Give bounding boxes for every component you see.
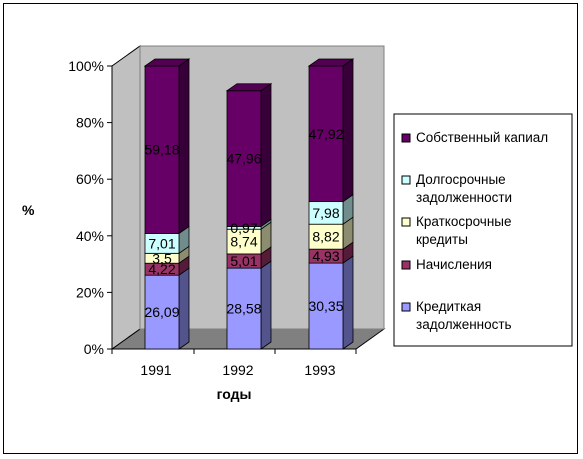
x-axis-ticks: 1991 1992 1993: [111, 349, 357, 378]
legend-swatch: [401, 217, 411, 227]
x-tick-label: 1991: [140, 362, 171, 378]
x-tick-label: 1993: [304, 362, 335, 378]
bar-segment-side: [260, 260, 272, 350]
data-label: 7,98: [312, 205, 339, 221]
data-label: 4,22: [148, 261, 175, 277]
data-label: 3,5: [152, 250, 172, 266]
legend-label: Краткосрочные кредиты: [416, 214, 512, 247]
data-label: 47,92: [308, 126, 343, 142]
y-tick-label: 20%: [76, 284, 104, 300]
legend-swatch: [401, 175, 411, 185]
bar-segment-side: [178, 58, 190, 235]
bar-segment-side: [178, 267, 190, 350]
data-label: 59,18: [144, 142, 179, 158]
data-label: 8,82: [312, 229, 339, 245]
data-label: 26,09: [144, 304, 179, 320]
bar-top: [225, 83, 273, 92]
bar-segment: [226, 90, 262, 227]
legend-label: Кредиткая задолженность: [416, 299, 512, 332]
y-axis-ticks: 0% 20% 40% 60% 80% 100%: [68, 58, 112, 357]
y-tick-label: 100%: [68, 58, 104, 74]
x-axis-title: годы: [217, 386, 252, 402]
data-label: 4,93: [312, 248, 339, 264]
legend-swatch: [401, 302, 411, 312]
legend-swatch: [401, 133, 411, 143]
legend-label: Начисления: [416, 257, 492, 272]
bar-segment-side: [260, 82, 272, 228]
legend-swatch: [401, 260, 411, 270]
bars-layer: [143, 58, 355, 350]
bar-top: [143, 58, 191, 67]
plot-side-wall: [111, 45, 141, 350]
y-tick-label: 60%: [76, 171, 104, 187]
x-tick-label: 1992: [222, 362, 253, 378]
data-label: 8,74: [230, 234, 257, 250]
bar-segment-side: [342, 58, 354, 203]
y-tick-label: 40%: [76, 228, 104, 244]
legend-label: Долгосрочные задолженности: [416, 172, 512, 205]
legend: Собственный капиал Долгосрочные задолженно…: [393, 113, 573, 347]
legend-label: Собственный капиал: [416, 130, 548, 145]
y-tick-label: 0%: [84, 341, 104, 357]
data-label: 5,01: [230, 253, 257, 269]
data-label: 47,96: [226, 151, 261, 167]
data-label: 30,35: [308, 298, 343, 314]
bar-segment: [144, 274, 180, 350]
data-label: 7,01: [148, 235, 175, 251]
bar-segment-side: [342, 255, 354, 350]
legend-box: [393, 113, 573, 347]
y-axis-title: %: [22, 202, 35, 218]
y-tick-label: 80%: [76, 115, 104, 131]
data-label: 0,97: [230, 220, 257, 236]
data-label: 28,58: [226, 301, 261, 317]
bar-top: [307, 58, 355, 67]
data-labels-layer: 26,09 4,223,57,01 59,18 28,58 5,01 8,740,97 47…: [144, 126, 343, 320]
bar-segment: [308, 65, 344, 203]
